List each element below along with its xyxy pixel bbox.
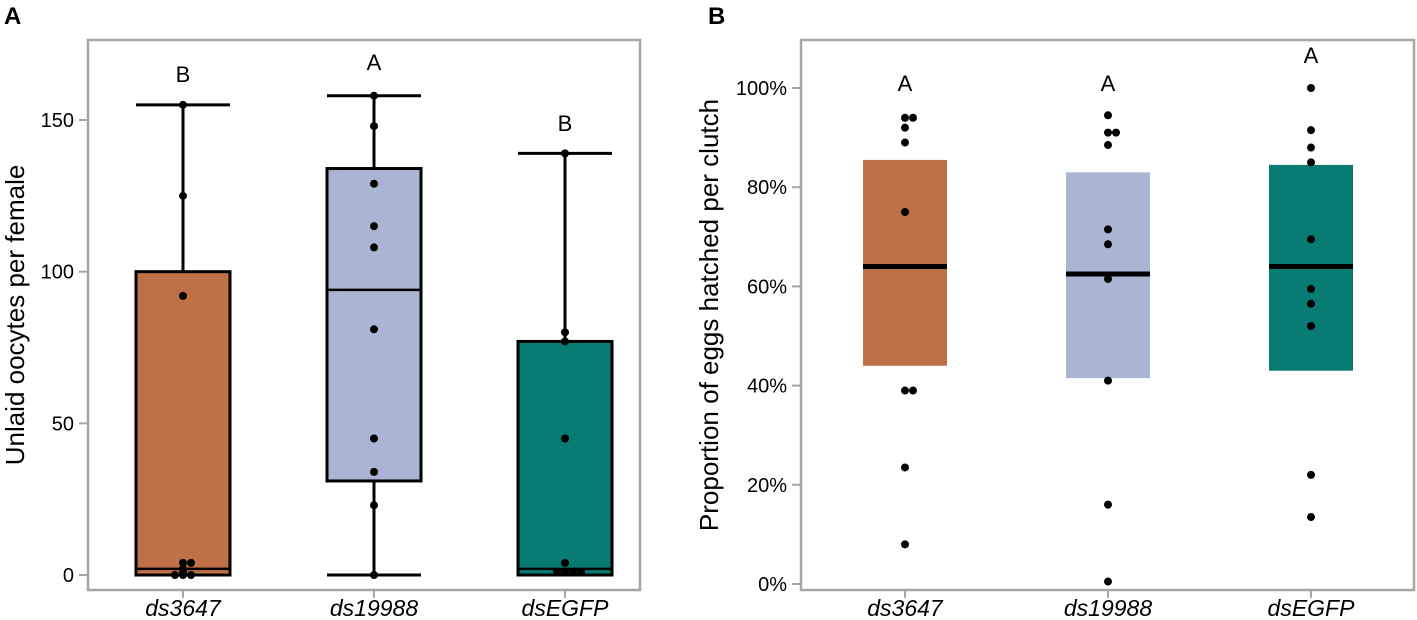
data-point [1307, 126, 1315, 135]
data-point [901, 540, 909, 549]
box-group-dsEGFP: A [1269, 43, 1353, 522]
data-point [1307, 235, 1315, 244]
x-tick-label: dsEGFP [1268, 595, 1356, 620]
panel-b-label: B [708, 3, 725, 30]
panel-a: A B A B 0 50 100 150 ds3647 ds19988 dsEGFP Unla… [0, 3, 642, 620]
data-point [577, 567, 585, 576]
data-point [569, 567, 577, 576]
data-point [1104, 274, 1112, 283]
data-point [370, 243, 378, 252]
panel-a-plot-frame [86, 38, 642, 592]
box-group-ds3647: A [863, 71, 947, 549]
data-point [179, 191, 187, 200]
data-point [179, 558, 187, 567]
iqr-box [134, 270, 232, 577]
box-group-ds3647: B [134, 62, 232, 579]
data-point [561, 337, 569, 346]
data-point [1307, 470, 1315, 479]
data-point [1307, 158, 1315, 167]
data-point [561, 328, 569, 337]
data-point [1307, 143, 1315, 152]
data-point [179, 100, 187, 109]
significance-letter: A [898, 71, 913, 96]
data-point [901, 386, 909, 395]
panel-a-label: A [4, 3, 21, 30]
x-tick-label: dsEGFP [522, 595, 610, 620]
data-point [561, 434, 569, 443]
data-point [901, 123, 909, 132]
y-tick-label: 0 [63, 565, 74, 587]
significance-letter: A [367, 50, 382, 75]
data-point [1104, 225, 1112, 234]
data-point [1307, 513, 1315, 522]
box-group-ds19988: A [1066, 71, 1150, 586]
data-point [901, 208, 909, 216]
data-point [901, 463, 909, 472]
data-point [901, 113, 909, 122]
data-point [370, 467, 378, 476]
significance-letter: B [558, 111, 573, 136]
data-point [1104, 577, 1112, 586]
panel-a-y-axis-label: Unlaid oocytes per female [0, 165, 30, 466]
y-tick-label: 0% [758, 574, 787, 596]
data-point [1307, 84, 1315, 92]
data-point [1307, 299, 1315, 308]
data-point [561, 558, 569, 567]
box-group-ds19988: A [325, 50, 423, 579]
data-point [370, 571, 378, 579]
data-point [901, 138, 909, 147]
significance-letter: A [1101, 71, 1116, 96]
data-point [370, 501, 378, 510]
iqr-box [863, 159, 947, 366]
y-tick-label: 150 [41, 110, 74, 132]
data-point [370, 179, 378, 188]
data-point [1104, 376, 1112, 385]
data-point [187, 571, 195, 579]
data-point [1104, 500, 1112, 509]
y-tick-label: 20% [747, 475, 787, 497]
data-point [187, 558, 195, 567]
data-point [1104, 240, 1112, 249]
data-point [171, 571, 179, 579]
y-tick-label: 100 [41, 262, 74, 284]
data-point [1112, 128, 1120, 137]
y-tick-label: 100% [736, 78, 787, 100]
data-point [553, 567, 561, 576]
data-point [1307, 322, 1315, 331]
iqr-box [516, 339, 614, 577]
data-point [370, 122, 378, 131]
significance-letter: A [1304, 43, 1319, 68]
data-point [1104, 128, 1112, 137]
x-tick-label: ds19988 [1064, 595, 1152, 620]
y-tick-label: 40% [747, 376, 787, 398]
data-point [561, 567, 569, 576]
box-group-dsEGFP: B [516, 111, 614, 577]
y-tick-label: 80% [747, 177, 787, 199]
data-point [370, 434, 378, 443]
data-point [1307, 284, 1315, 293]
panel-b-y-axis-label: Proportion of eggs hatched per clutch [694, 99, 724, 531]
data-point [1104, 111, 1112, 120]
x-tick-label: ds3647 [867, 595, 944, 620]
data-point [909, 113, 917, 122]
data-point [370, 325, 378, 334]
data-point [561, 149, 569, 158]
iqr-box [325, 167, 423, 483]
data-point [909, 386, 917, 395]
significance-letter: B [176, 62, 191, 87]
data-point [370, 91, 378, 100]
x-tick-label: ds19988 [330, 595, 418, 620]
data-point [179, 291, 187, 300]
panel-b: B A A A 0% 20% 40% 60% 80% 100% ds3647 ds19988 ds… [694, 3, 1416, 620]
y-tick-label: 50 [52, 413, 74, 435]
data-point [179, 571, 187, 579]
data-point [1104, 141, 1112, 150]
x-tick-label: ds3647 [145, 595, 222, 620]
data-point [370, 222, 378, 231]
y-tick-label: 60% [747, 276, 787, 298]
